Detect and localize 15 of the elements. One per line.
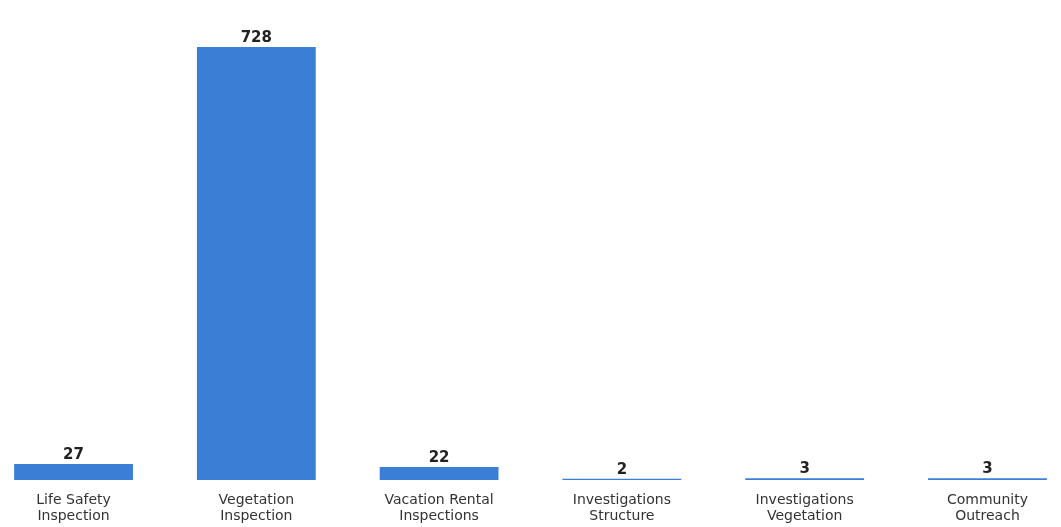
data-label: 3 [799, 459, 810, 478]
data-label: 2 [616, 459, 628, 478]
bar [14, 463, 133, 480]
x-tick-label: Investigations Vegetation [755, 490, 854, 523]
x-tick-label: Vegetation Inspection [218, 490, 295, 523]
x-tick-label: Investigations Structure [572, 490, 671, 523]
data-label: 728 [240, 28, 272, 46]
bar [379, 466, 499, 480]
x-tick-label: Life Safety Inspection [36, 490, 111, 523]
data-label: 3 [982, 459, 993, 478]
data-label: 22 [428, 447, 450, 466]
data-label: 27 [63, 444, 84, 463]
x-tick-label: Vacation Rental Inspections [384, 490, 494, 523]
bar [196, 47, 316, 480]
x-tick-label: Community Outreach [946, 490, 1028, 523]
